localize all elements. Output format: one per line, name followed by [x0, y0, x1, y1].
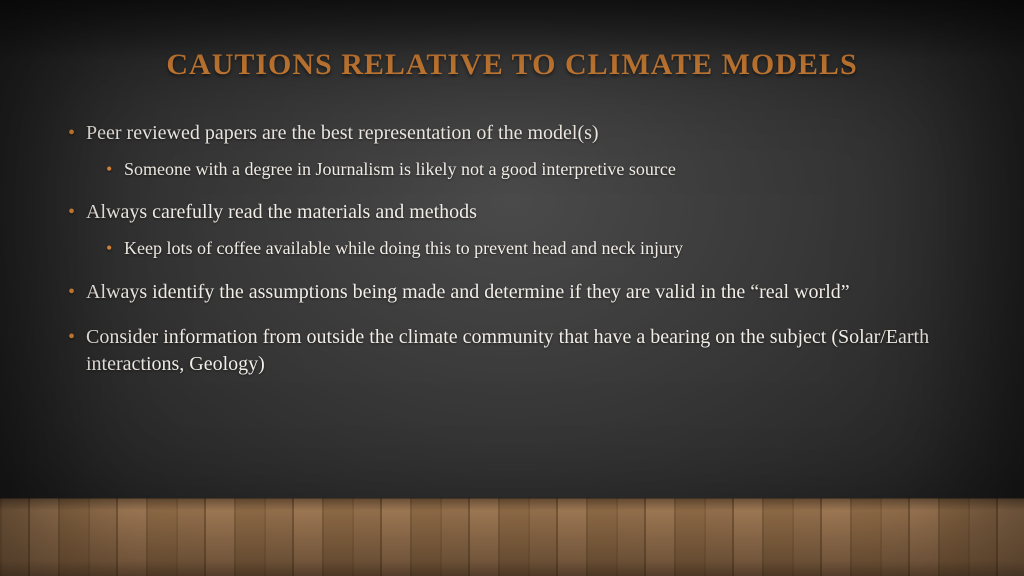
wood-floor: [0, 498, 1024, 576]
sub-bullet-text: Keep lots of coffee available while doin…: [124, 238, 683, 258]
sub-bullet-list: Keep lots of coffee available while doin…: [86, 236, 960, 260]
sub-bullet-list: Someone with a degree in Journalism is l…: [86, 157, 960, 181]
bullet-text: Always carefully read the materials and …: [86, 201, 477, 223]
bullet-text: Consider information from outside the cl…: [86, 326, 929, 375]
bullet-item: Peer reviewed papers are the best repres…: [64, 120, 960, 181]
sub-bullet-item: Someone with a degree in Journalism is l…: [86, 157, 960, 181]
bullet-list: Peer reviewed papers are the best repres…: [64, 120, 960, 378]
slide-content: CAUTIONS RELATIVE TO CLIMATE MODELS Peer…: [0, 0, 1024, 396]
slide-title: CAUTIONS RELATIVE TO CLIMATE MODELS: [64, 48, 960, 82]
sub-bullet-text: Someone with a degree in Journalism is l…: [124, 159, 676, 179]
bullet-text: Peer reviewed papers are the best repres…: [86, 122, 599, 144]
presentation-slide: CAUTIONS RELATIVE TO CLIMATE MODELS Peer…: [0, 0, 1024, 576]
bullet-text: Always identify the assumptions being ma…: [86, 281, 850, 303]
bullet-item: Consider information from outside the cl…: [64, 324, 960, 378]
bullet-item: Always identify the assumptions being ma…: [64, 279, 960, 306]
sub-bullet-item: Keep lots of coffee available while doin…: [86, 236, 960, 260]
bullet-item: Always carefully read the materials and …: [64, 199, 960, 260]
